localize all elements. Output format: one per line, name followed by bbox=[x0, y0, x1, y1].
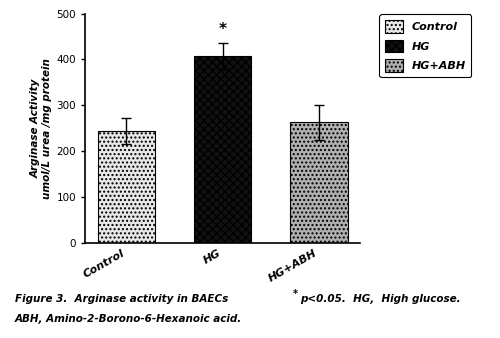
Legend: Control, HG, HG+ABH: Control, HG, HG+ABH bbox=[380, 15, 471, 77]
Bar bbox=[290, 122, 348, 243]
Text: Figure 3.  Arginase activity in BAECs: Figure 3. Arginase activity in BAECs bbox=[15, 294, 235, 304]
Text: *: * bbox=[218, 22, 226, 38]
Bar bbox=[98, 131, 155, 243]
Y-axis label: Arginase Activity
umol/L urea /mg protein: Arginase Activity umol/L urea /mg protei… bbox=[30, 58, 52, 199]
Text: ABH, Amino-2-Borono-6-Hexanoic acid.: ABH, Amino-2-Borono-6-Hexanoic acid. bbox=[15, 314, 242, 324]
Text: *: * bbox=[292, 289, 298, 299]
Text: p<0.05.  HG,  High glucose.: p<0.05. HG, High glucose. bbox=[300, 294, 460, 304]
Bar bbox=[194, 56, 252, 243]
